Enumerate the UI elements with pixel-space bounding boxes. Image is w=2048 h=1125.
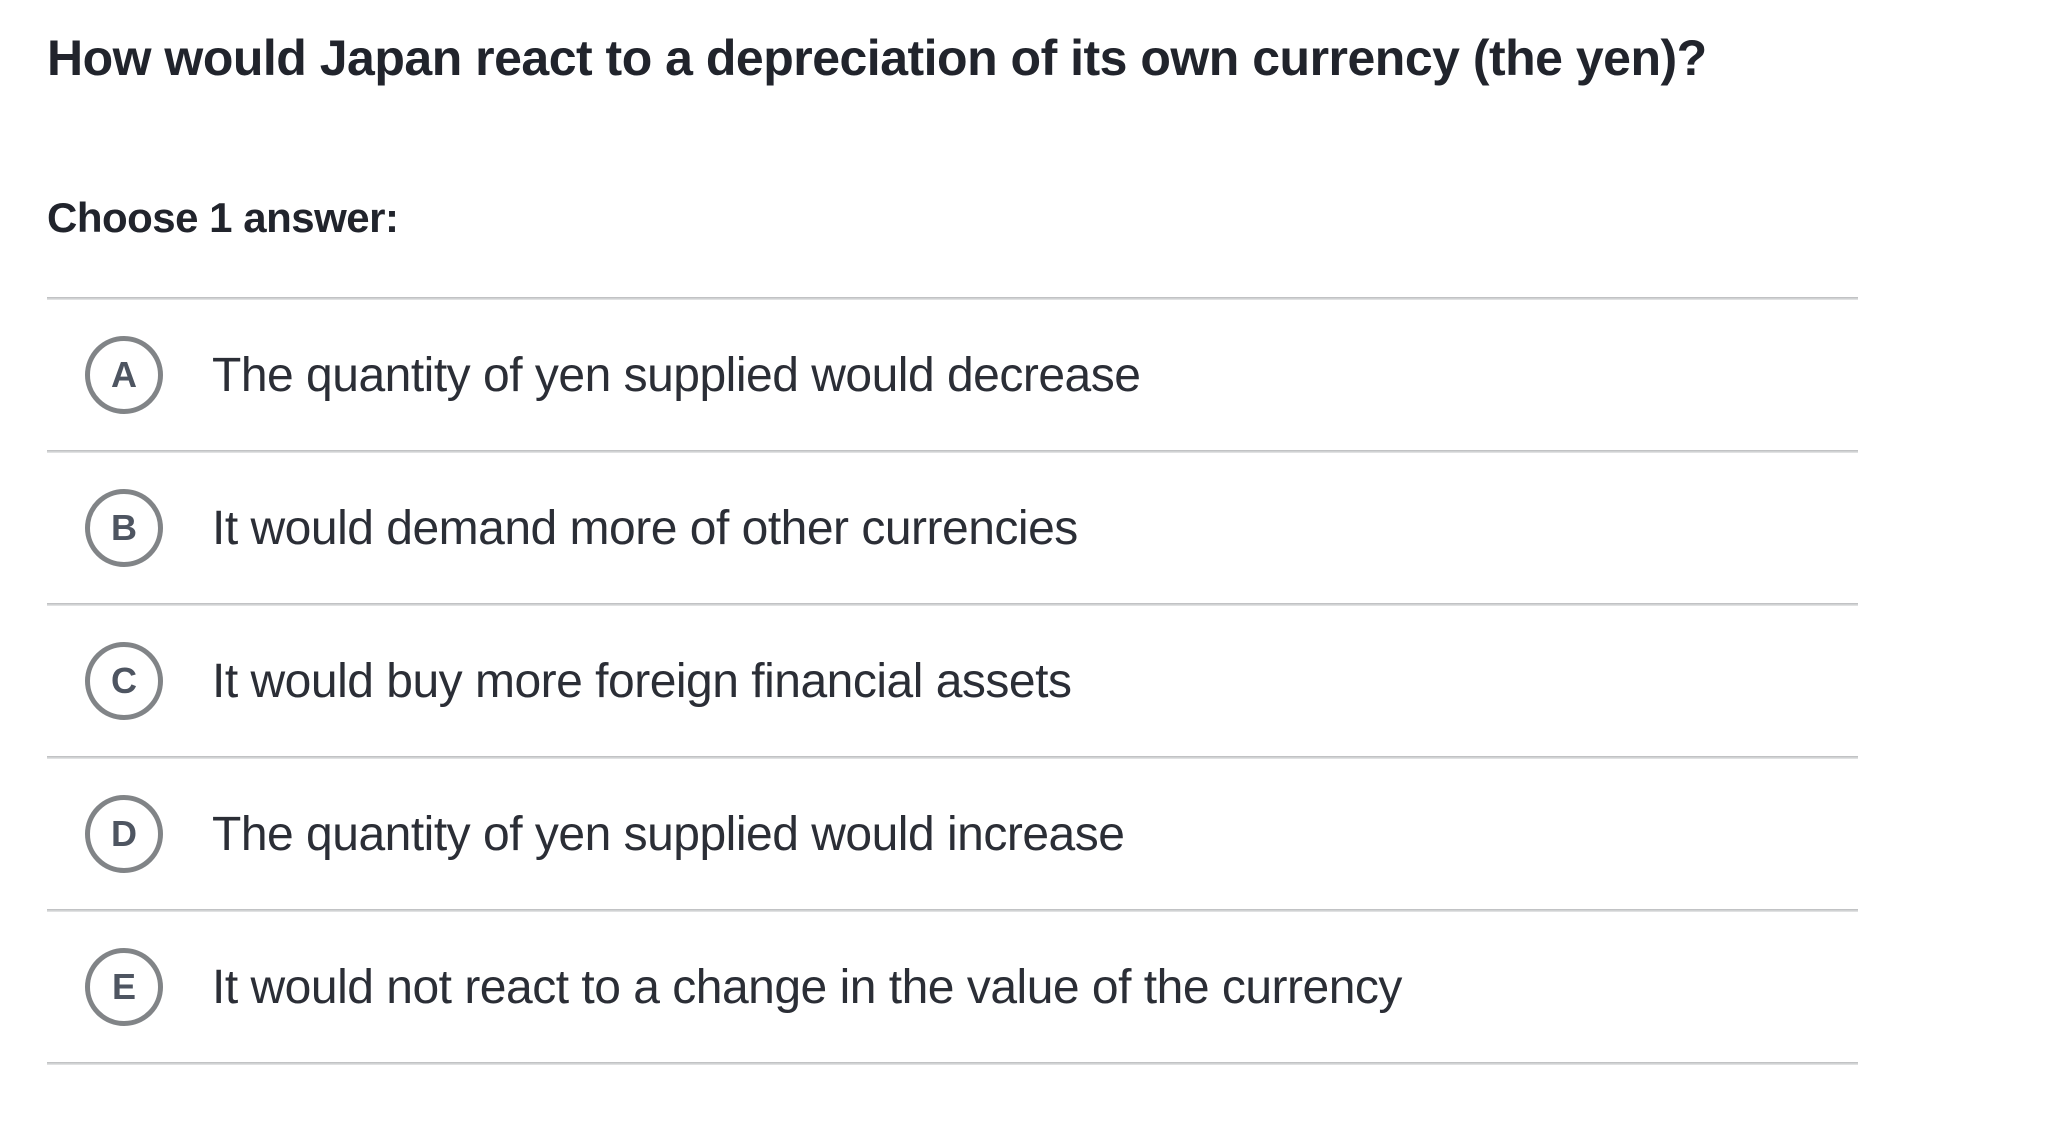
option-label: The quantity of yen supplied would decre… [212, 348, 1141, 402]
question-panel: How would Japan react to a depreciation … [47, 26, 1858, 1065]
answer-option-c[interactable]: C It would buy more foreign financial as… [47, 606, 1858, 756]
option-letter: D [111, 813, 137, 854]
answer-option-a[interactable]: A The quantity of yen supplied would dec… [47, 300, 1858, 450]
option-radio-a[interactable]: A [85, 336, 163, 414]
answer-option-e[interactable]: E It would not react to a change in the … [47, 912, 1858, 1062]
answer-options-list: A The quantity of yen supplied would dec… [47, 297, 1858, 1065]
divider [47, 909, 1858, 912]
option-label: The quantity of yen supplied would incre… [212, 807, 1125, 861]
divider [47, 756, 1858, 759]
option-letter: B [111, 507, 137, 548]
choose-answer-label: Choose 1 answer: [47, 194, 399, 241]
option-letter: A [111, 354, 137, 395]
option-radio-c[interactable]: C [85, 642, 163, 720]
answer-option-b[interactable]: B It would demand more of other currenci… [47, 453, 1858, 603]
option-letter: E [111, 966, 136, 1007]
option-radio-e[interactable]: E [85, 948, 163, 1026]
option-label: It would not react to a change in the va… [212, 960, 1402, 1014]
option-label: It would demand more of other currencies [212, 501, 1078, 555]
option-letter: C [111, 660, 137, 701]
question-title: How would Japan react to a depreciation … [47, 30, 1707, 86]
answer-option-d[interactable]: D The quantity of yen supplied would inc… [47, 759, 1858, 909]
divider [47, 297, 1858, 300]
option-radio-b[interactable]: B [85, 489, 163, 567]
divider [47, 1062, 1858, 1065]
divider [47, 450, 1858, 453]
divider [47, 603, 1858, 606]
option-radio-d[interactable]: D [85, 795, 163, 873]
option-label: It would buy more foreign financial asse… [212, 654, 1072, 708]
